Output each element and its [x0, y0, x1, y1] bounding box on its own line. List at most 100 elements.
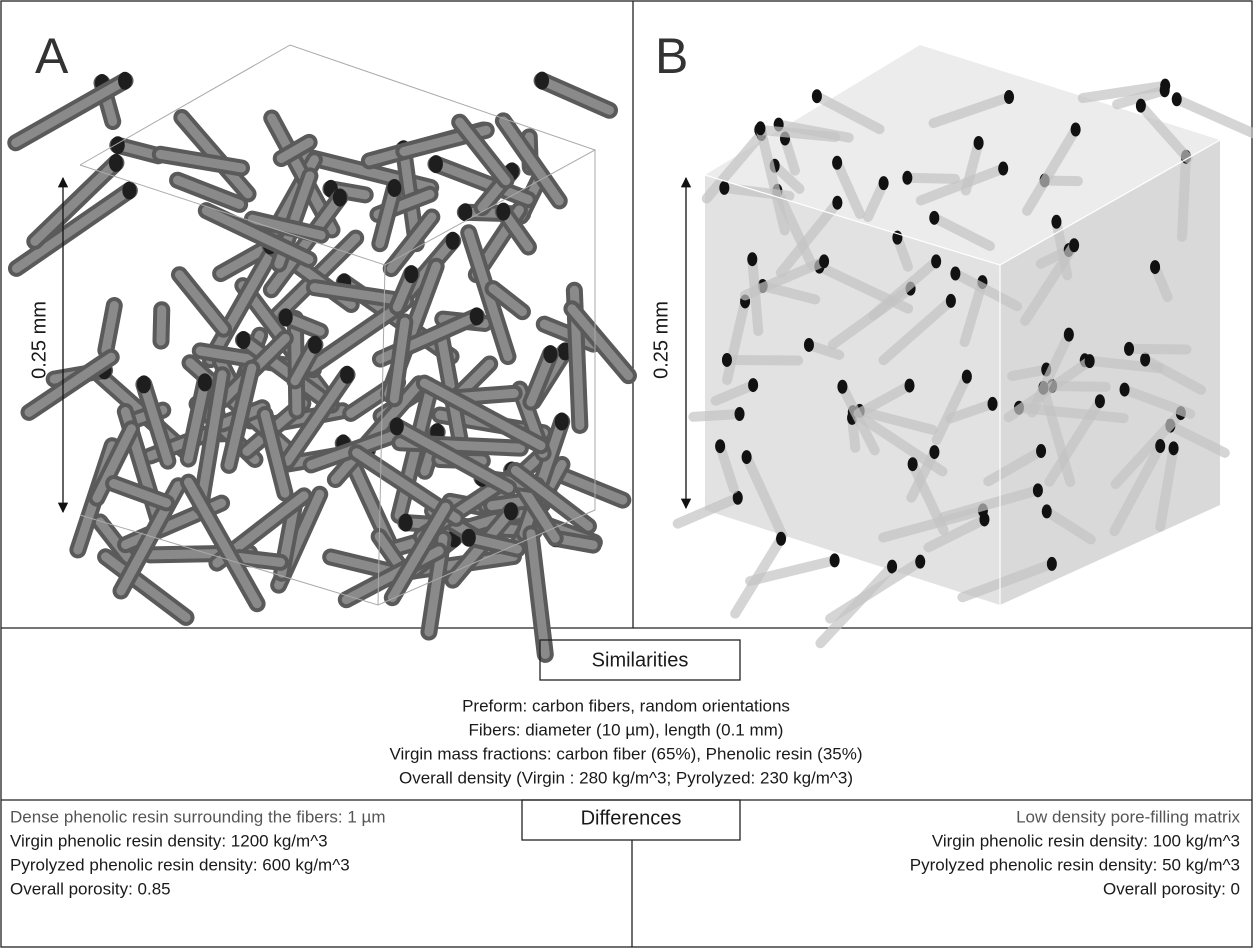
fiber: [1071, 122, 1081, 136]
fiber: [535, 72, 549, 90]
fiber: [1069, 238, 1079, 252]
similarity-line: Fibers: diameter (10 µm), length (0.1 mm…: [469, 720, 784, 739]
fiber: [161, 310, 162, 341]
fiber: [905, 379, 915, 393]
difference-line: Virgin phenolic resin density: 1200 kg/m…: [10, 831, 328, 850]
fiber: [1140, 353, 1150, 367]
difference-line: Overall porosity: 0.85: [10, 879, 171, 898]
fiber: [735, 407, 745, 421]
similarity-line: Overall density (Virgin : 280 kg/m^3; Py…: [399, 768, 853, 787]
fiber: [1004, 90, 1014, 104]
scale-label: 0.25 mm: [28, 301, 50, 379]
fiber: [308, 336, 322, 354]
fiber: [118, 72, 132, 90]
panel-label: A: [35, 28, 69, 84]
fiber: [929, 445, 939, 459]
fiber: [504, 502, 518, 520]
fiber: [137, 375, 151, 393]
fiber: [719, 181, 729, 195]
similarity-line: Preform: carbon fibers, random orientati…: [462, 696, 790, 715]
fiber: [1160, 83, 1170, 97]
fiber: [819, 254, 829, 268]
fiber: [109, 154, 123, 172]
fiber: [543, 345, 557, 363]
fiber: [946, 294, 956, 308]
fiber: [1051, 215, 1061, 229]
fiber: [908, 457, 918, 471]
fiber: [1155, 439, 1165, 453]
fiber: [974, 136, 984, 150]
panel-label: B: [655, 28, 688, 84]
difference-line: Pyrolyzed phenolic resin density: 50 kg/…: [910, 855, 1240, 874]
fiber: [998, 162, 1008, 176]
fiber: [812, 89, 822, 103]
fiber: [390, 417, 404, 435]
difference-line: Pyrolyzed phenolic resin density: 600 kg…: [10, 855, 350, 874]
fiber: [279, 308, 293, 326]
fiber: [429, 155, 443, 173]
fiber: [542, 81, 609, 111]
fiber: [931, 254, 941, 268]
scale-label: 0.25 mm: [650, 301, 672, 379]
fiber: [1036, 444, 1046, 458]
fiber: [742, 450, 752, 464]
figure: A B 0.25 mm 0.25 mm Similarities Preform…: [0, 0, 1253, 948]
fiber: [962, 370, 972, 384]
fiber: [715, 439, 725, 453]
fiber: [1047, 557, 1057, 571]
fiber: [1124, 342, 1134, 356]
fiber: [462, 529, 476, 547]
fiber: [879, 176, 889, 190]
fiber: [748, 378, 758, 392]
fiber: [333, 188, 347, 206]
section-heading: Similarities: [592, 649, 689, 671]
section-heading: Differences: [581, 807, 682, 829]
cube-b: [678, 45, 1253, 643]
fiber: [915, 555, 925, 569]
fiber: [776, 532, 786, 546]
fiber: [693, 414, 739, 417]
fiber: [236, 331, 250, 349]
fiber: [1150, 260, 1160, 274]
fiber: [387, 179, 401, 197]
difference-line: Dense phenolic resin surrounding the fib…: [10, 807, 386, 826]
fiber: [755, 121, 765, 135]
fiber: [832, 156, 842, 170]
fiber: [122, 181, 136, 199]
fiber: [470, 307, 484, 325]
fiber: [830, 562, 920, 619]
fiber: [1120, 383, 1130, 397]
similarity-line: Virgin mass fractions: carbon fiber (65%…: [389, 744, 862, 763]
fiber: [340, 366, 354, 384]
fiber: [1012, 370, 1046, 376]
fiber: [555, 413, 569, 431]
fiber: [239, 558, 280, 563]
fiber: [1095, 394, 1105, 408]
fiber: [1136, 99, 1146, 113]
fiber: [1169, 441, 1179, 455]
fiber: [804, 338, 814, 352]
fiber: [830, 553, 840, 567]
fiber: [198, 373, 212, 391]
fiber: [1182, 157, 1186, 237]
fiber: [111, 136, 125, 154]
fiber: [1172, 92, 1182, 106]
fiber: [1042, 504, 1052, 518]
fiber: [1085, 354, 1095, 368]
difference-line: Low density pore-filling matrix: [1016, 807, 1240, 826]
fiber: [837, 380, 847, 394]
fiber: [404, 265, 418, 283]
difference-line: Virgin phenolic resin density: 100 kg/m^…: [932, 831, 1240, 850]
fiber: [907, 178, 955, 179]
fiber: [446, 232, 460, 250]
fiber: [1033, 483, 1043, 497]
cube-a: [16, 45, 629, 654]
fiber: [832, 196, 842, 210]
fiber: [902, 171, 912, 185]
difference-line: Overall porosity: 0: [1103, 879, 1240, 898]
fiber: [1129, 349, 1186, 350]
fiber: [1064, 328, 1074, 342]
fiber: [747, 252, 757, 266]
fiber: [950, 267, 960, 281]
fiber: [988, 397, 998, 411]
